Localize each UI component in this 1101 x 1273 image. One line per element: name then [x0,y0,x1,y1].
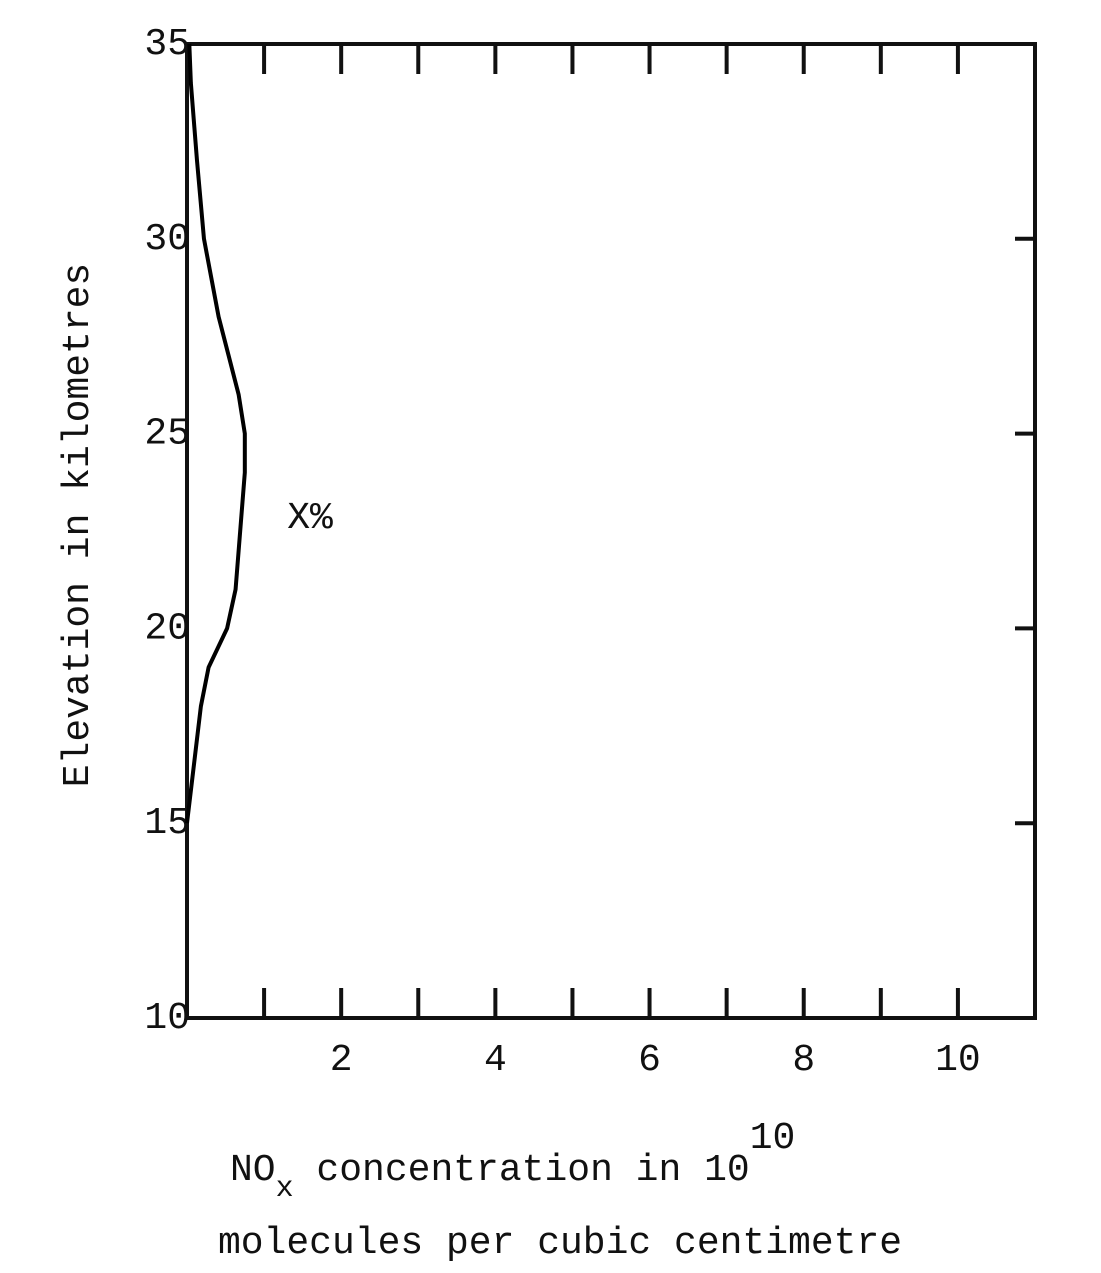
y-tick-label: 20 [144,607,190,650]
y-tick-label: 30 [144,218,190,261]
x-axis-label-line2: molecules per cubic centimetre [218,1222,902,1265]
x-tick-label: 6 [638,1039,661,1082]
y-axis-label: Elevation in kilometres [57,263,100,788]
x-label-part: NO [230,1149,276,1192]
y-tick-label: 10 [144,997,190,1040]
x-tick-label: 10 [935,1039,981,1082]
y-tick-label: 35 [144,23,190,66]
x-label-superscript: 10 [750,1117,796,1160]
plot-frame [185,42,1037,1020]
x-axis-label: NOx concentration in 1010 [230,1117,795,1206]
y-tick-label: 25 [144,413,190,456]
y-tick-label: 15 [144,802,190,845]
annotation: X% [287,497,333,540]
x-tick-label: 8 [792,1039,815,1082]
x-label-subscript: x [276,1172,294,1206]
line [185,43,247,824]
x-label-part: concentration in 10 [294,1149,750,1192]
x-tick-label: 4 [484,1039,507,1082]
x-tick-label: 2 [330,1039,353,1082]
